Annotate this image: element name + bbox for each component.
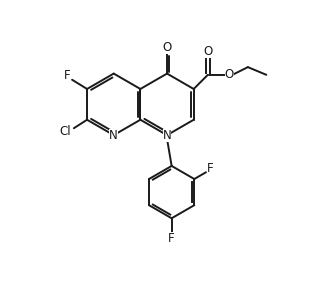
Text: O: O — [225, 68, 234, 81]
Text: O: O — [162, 41, 172, 54]
Text: O: O — [203, 45, 213, 58]
Text: N: N — [163, 129, 171, 142]
Text: N: N — [109, 129, 118, 142]
Text: F: F — [207, 162, 214, 175]
Text: F: F — [168, 232, 175, 245]
Text: Cl: Cl — [59, 125, 71, 138]
Text: F: F — [64, 69, 70, 82]
